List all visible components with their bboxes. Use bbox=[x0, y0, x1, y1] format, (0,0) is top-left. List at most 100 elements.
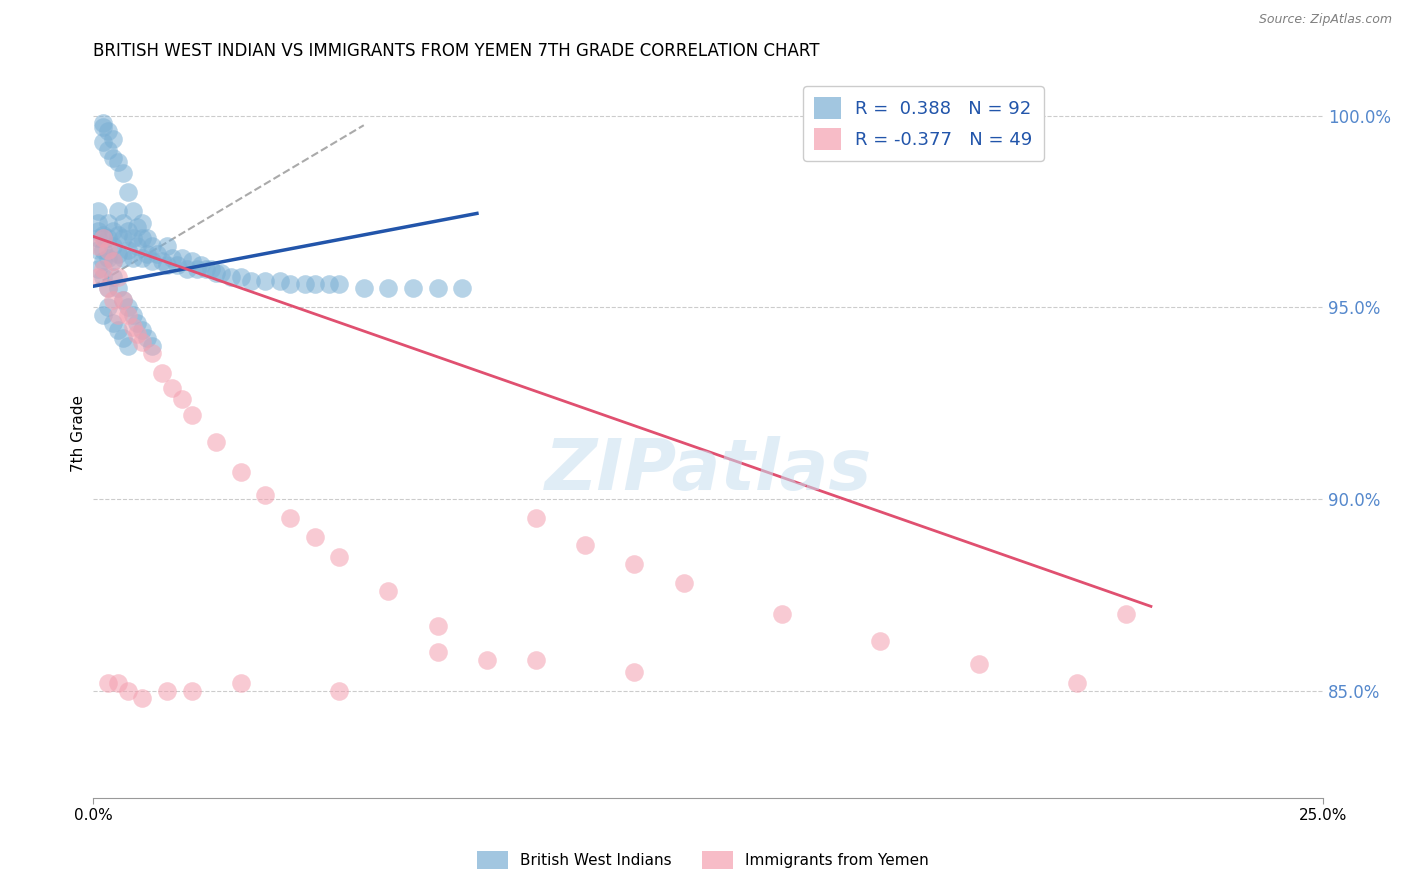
Point bbox=[131, 323, 153, 337]
Text: Source: ZipAtlas.com: Source: ZipAtlas.com bbox=[1258, 13, 1392, 27]
Point bbox=[107, 676, 129, 690]
Point bbox=[160, 381, 183, 395]
Point bbox=[127, 327, 149, 342]
Point bbox=[426, 645, 449, 659]
Point bbox=[87, 262, 110, 277]
Point bbox=[1066, 676, 1088, 690]
Point bbox=[101, 131, 124, 145]
Point bbox=[97, 243, 120, 257]
Point bbox=[97, 281, 120, 295]
Point bbox=[176, 262, 198, 277]
Point bbox=[254, 273, 277, 287]
Point bbox=[475, 653, 498, 667]
Point bbox=[87, 216, 110, 230]
Point bbox=[101, 254, 124, 268]
Point bbox=[967, 657, 990, 671]
Point bbox=[195, 262, 218, 277]
Point bbox=[117, 683, 139, 698]
Point bbox=[111, 166, 134, 180]
Point bbox=[101, 316, 124, 330]
Point bbox=[121, 308, 143, 322]
Point bbox=[111, 293, 134, 307]
Point bbox=[219, 269, 242, 284]
Point bbox=[402, 281, 425, 295]
Point bbox=[524, 653, 547, 667]
Point bbox=[101, 239, 124, 253]
Point bbox=[353, 281, 375, 295]
Point bbox=[97, 143, 120, 157]
Point bbox=[117, 186, 139, 200]
Point bbox=[121, 251, 143, 265]
Point bbox=[304, 277, 326, 292]
Point bbox=[117, 301, 139, 315]
Point bbox=[229, 676, 252, 690]
Point bbox=[121, 231, 143, 245]
Point bbox=[328, 549, 350, 564]
Point bbox=[91, 136, 114, 150]
Point bbox=[111, 331, 134, 345]
Point bbox=[91, 227, 114, 242]
Point bbox=[426, 281, 449, 295]
Point bbox=[101, 293, 124, 307]
Point bbox=[97, 124, 120, 138]
Point bbox=[770, 607, 793, 621]
Point bbox=[107, 204, 129, 219]
Point bbox=[131, 251, 153, 265]
Point bbox=[170, 251, 193, 265]
Point bbox=[91, 262, 114, 277]
Point bbox=[107, 323, 129, 337]
Point bbox=[111, 251, 134, 265]
Point bbox=[97, 676, 120, 690]
Point bbox=[97, 231, 120, 245]
Point bbox=[229, 465, 252, 479]
Point bbox=[318, 277, 340, 292]
Point bbox=[91, 116, 114, 130]
Point bbox=[229, 269, 252, 284]
Point bbox=[121, 319, 143, 334]
Point bbox=[101, 269, 124, 284]
Point bbox=[87, 204, 110, 219]
Point bbox=[91, 254, 114, 268]
Point bbox=[91, 231, 114, 245]
Point bbox=[136, 246, 159, 260]
Point bbox=[156, 683, 179, 698]
Point bbox=[87, 243, 110, 257]
Point bbox=[623, 558, 645, 572]
Point bbox=[117, 243, 139, 257]
Point bbox=[131, 691, 153, 706]
Point bbox=[91, 120, 114, 135]
Point bbox=[141, 239, 163, 253]
Point bbox=[131, 231, 153, 245]
Point bbox=[180, 683, 202, 698]
Point bbox=[156, 239, 179, 253]
Point bbox=[127, 239, 149, 253]
Point bbox=[111, 293, 134, 307]
Point bbox=[200, 262, 222, 277]
Point bbox=[156, 258, 179, 272]
Point bbox=[146, 246, 169, 260]
Point bbox=[672, 576, 695, 591]
Point bbox=[278, 277, 301, 292]
Point bbox=[294, 277, 316, 292]
Point bbox=[269, 273, 291, 287]
Point bbox=[328, 277, 350, 292]
Y-axis label: 7th Grade: 7th Grade bbox=[72, 395, 86, 473]
Point bbox=[1115, 607, 1137, 621]
Point bbox=[107, 154, 129, 169]
Point bbox=[131, 334, 153, 349]
Point bbox=[136, 231, 159, 245]
Point bbox=[101, 254, 124, 268]
Point bbox=[121, 204, 143, 219]
Point bbox=[131, 216, 153, 230]
Point bbox=[117, 224, 139, 238]
Point bbox=[111, 231, 134, 245]
Point bbox=[97, 251, 120, 265]
Point bbox=[186, 262, 208, 277]
Point bbox=[377, 584, 399, 599]
Point bbox=[205, 434, 228, 449]
Point bbox=[209, 266, 232, 280]
Legend: British West Indians, Immigrants from Yemen: British West Indians, Immigrants from Ye… bbox=[471, 845, 935, 875]
Point bbox=[91, 243, 114, 257]
Point bbox=[166, 258, 188, 272]
Point bbox=[180, 408, 202, 422]
